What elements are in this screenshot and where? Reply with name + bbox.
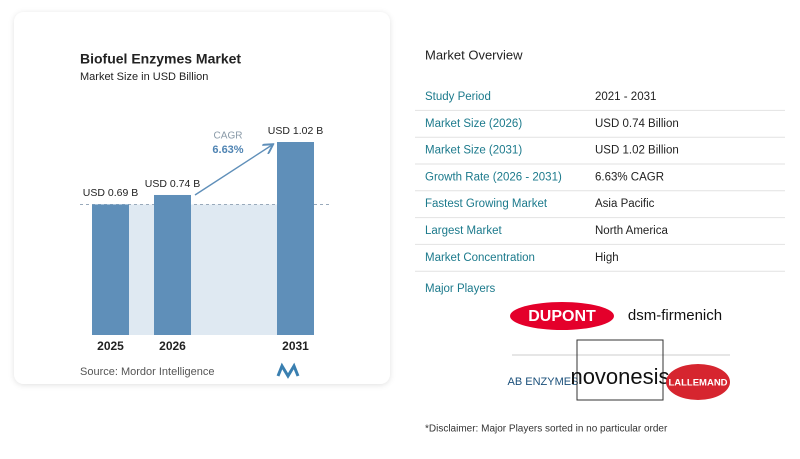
source: Source: Mordor Intelligence [80,366,215,378]
bar [277,142,314,335]
value-label: USD 0.69 B [83,187,138,199]
logo-shape [576,339,664,401]
player: DUPONT [528,308,596,325]
logo-shape [666,364,730,400]
row-value: USD 1.02 Billion [595,145,679,157]
bar [92,204,129,335]
player: novonesis [570,364,669,389]
cagr-value: 6.63% [212,144,243,156]
logo-shape [510,302,614,330]
plot: USD 0.69 B 2025 USD 0.74 B 2026 USD 1.02 B 20… [80,125,330,353]
overview-title: Market Overview [425,47,523,62]
row-value: 2021 - 2031 [595,91,656,103]
player: dsm-firmenich [628,307,722,324]
cagr-label: CAGR [214,131,243,142]
players: DUPONT dsm-firmenich AB ENZYMES novonesi… [508,302,730,401]
bar [154,194,191,335]
row-label: Largest Market [425,225,503,237]
x-tick-label: 2031 [282,339,309,353]
chart-subtitle: Market Size in USD Billion [80,71,208,83]
value-label: USD 0.74 B [145,178,200,190]
row-value: Asia Pacific [595,198,655,210]
x-tick-label: 2026 [159,339,186,353]
row-label: Study Period [425,91,491,103]
value-label: USD 1.02 B [268,125,323,137]
cagr-arrow [194,145,272,196]
brand-logo [276,362,300,379]
row-label: Market Concentration [425,252,535,264]
row-label: Market Size (2031) [425,145,522,157]
x-tick-label: 2025 [97,339,124,353]
players-title: Major Players [425,283,496,295]
row-value: USD 0.74 Billion [595,118,679,130]
disclaimer: *Disclaimer: Major Players sorted in no … [425,424,668,435]
row-label: Fastest Growing Market [425,198,548,210]
row-value: 6.63% CAGR [595,171,664,183]
row-label: Market Size (2026) [425,118,522,130]
row-label: Growth Rate (2026 - 2031) [425,171,562,183]
player: AB ENZYMES [508,376,579,388]
player: LALLEMAND [668,378,727,389]
row-value: North America [595,225,668,237]
chart-title: Biofuel Enzymes Market [80,51,241,67]
overview-table: Study Period 2021 - 2031 Market Size (2026… [415,91,785,272]
row-value: High [595,252,619,264]
